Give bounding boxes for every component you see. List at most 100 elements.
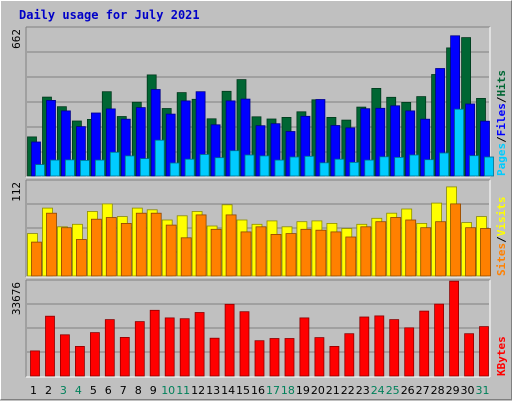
legend-pages: Pages xyxy=(495,143,508,176)
x-tick-day-31: 31 xyxy=(476,384,490,397)
sites-bar-day-17 xyxy=(270,233,282,277)
kbytes-bar-day-2 xyxy=(45,315,55,377)
kbytes-bar-day-23 xyxy=(359,316,370,377)
sites-bar-day-29 xyxy=(450,203,462,277)
pages-bar-day-24 xyxy=(379,156,390,177)
x-tick-day-17: 17 xyxy=(266,384,280,397)
pages-bar-day-20 xyxy=(319,162,330,177)
sites-bar-day-19 xyxy=(300,228,312,277)
x-tick-day-15: 15 xyxy=(236,384,250,397)
pages-bar-day-21 xyxy=(334,158,345,177)
sites-bar-day-15 xyxy=(240,231,252,277)
x-tick-day-10: 10 xyxy=(161,384,175,397)
sites-bar-day-25 xyxy=(390,217,402,277)
kbytes-bar-day-28 xyxy=(434,303,445,377)
legend-visits-sites: Sites/Visits xyxy=(495,197,508,277)
kbytes-bar-day-19 xyxy=(299,317,310,377)
pages-bar-day-15 xyxy=(244,154,255,177)
x-tick-day-24: 24 xyxy=(371,384,385,397)
x-tick-day-6: 6 xyxy=(105,384,112,397)
legend-kbytes: KBytes xyxy=(495,336,508,376)
kbytes-bar-day-20 xyxy=(314,337,325,377)
pages-bar-day-16 xyxy=(259,155,270,177)
legend-hits-files-pages: Pages/Files/Hits xyxy=(495,70,508,176)
x-tick-day-25: 25 xyxy=(386,384,400,397)
x-tick-day-16: 16 xyxy=(251,384,265,397)
pages-bar-day-29 xyxy=(454,108,465,177)
sites-bar-day-1 xyxy=(31,241,42,277)
sites-bar-day-14 xyxy=(225,214,237,277)
sites-bar-day-27 xyxy=(420,227,432,277)
kbytes-bar-day-27 xyxy=(419,310,430,377)
x-tick-day-1: 1 xyxy=(30,384,37,397)
sites-bar-day-2 xyxy=(46,212,57,277)
pages-bar-day-18 xyxy=(289,156,300,177)
pages-bar-day-6 xyxy=(109,151,120,177)
pages-bar-day-12 xyxy=(199,154,210,177)
ymax-label: 33676 xyxy=(10,282,23,315)
x-tick-day-20: 20 xyxy=(311,384,325,397)
sites-bar-day-18 xyxy=(285,233,297,277)
x-tick-day-19: 19 xyxy=(296,384,310,397)
x-tick-day-12: 12 xyxy=(191,384,205,397)
pages-bar-day-31 xyxy=(484,156,494,177)
sites-bar-day-3 xyxy=(61,227,72,277)
pages-bar-day-30 xyxy=(469,155,480,177)
x-tick-day-5: 5 xyxy=(90,384,97,397)
x-tick-day-18: 18 xyxy=(281,384,295,397)
kbytes-bar-day-3 xyxy=(60,334,70,377)
sites-bar-day-12 xyxy=(195,214,207,277)
kbytes-bar-day-17 xyxy=(269,338,280,377)
sites-bar-day-9 xyxy=(150,212,162,277)
kbytes-bar-day-11 xyxy=(179,318,190,377)
sites-bar-day-21 xyxy=(330,231,342,277)
kbytes-bar-day-24 xyxy=(374,315,385,377)
kbytes-bar-day-12 xyxy=(194,312,205,377)
pages-bar-day-28 xyxy=(439,152,450,177)
sites-bar-day-26 xyxy=(405,219,417,277)
pages-bar-day-14 xyxy=(229,150,240,177)
x-tick-day-3: 3 xyxy=(60,384,67,397)
kbytes-bar-day-25 xyxy=(389,319,400,377)
x-tick-day-29: 29 xyxy=(446,384,460,397)
kbytes-bar-day-18 xyxy=(284,338,295,377)
pages-bar-day-19 xyxy=(304,155,315,177)
pages-bar-day-13 xyxy=(214,157,225,177)
sites-bar-day-22 xyxy=(345,236,357,277)
kbytes-bar-day-21 xyxy=(329,345,340,377)
kbytes-bar-day-5 xyxy=(90,332,100,377)
x-tick-day-21: 21 xyxy=(326,384,340,397)
pages-bar-day-11 xyxy=(184,158,195,177)
kbytes-bar-day-22 xyxy=(344,333,355,377)
x-tick-day-9: 9 xyxy=(150,384,157,397)
pages-bar-day-3 xyxy=(65,159,75,177)
pages-bar-day-8 xyxy=(139,158,150,177)
kbytes-bar-day-1 xyxy=(30,350,40,377)
sites-bar-day-10 xyxy=(165,224,177,277)
pages-bar-day-23 xyxy=(364,159,375,177)
pages-bar-day-7 xyxy=(124,155,135,177)
x-tick-day-28: 28 xyxy=(431,384,445,397)
sites-bar-day-13 xyxy=(210,228,222,277)
sites-bar-day-5 xyxy=(91,218,102,277)
kbytes-bar-day-15 xyxy=(239,311,250,377)
sites-bar-day-23 xyxy=(360,226,372,277)
legend-files: Files xyxy=(495,103,508,136)
kbytes-bar-day-6 xyxy=(104,319,115,377)
pages-bar-day-25 xyxy=(394,156,405,177)
legend-separator: / xyxy=(495,236,508,243)
pages-bar-day-10 xyxy=(169,162,180,177)
sites-bar-day-28 xyxy=(435,221,447,277)
legend-hits: Hits xyxy=(495,70,508,97)
pages-bar-day-4 xyxy=(80,159,90,177)
pages-bar-day-22 xyxy=(349,161,360,177)
kbytes-bar-day-13 xyxy=(209,337,220,377)
x-tick-day-4: 4 xyxy=(75,384,82,397)
kbytes-bar-day-9 xyxy=(149,309,160,377)
kbytes-bar-day-30 xyxy=(464,333,475,377)
kbytes-bar-day-4 xyxy=(75,345,85,377)
sites-bar-day-4 xyxy=(76,239,87,277)
x-tick-day-22: 22 xyxy=(341,384,355,397)
